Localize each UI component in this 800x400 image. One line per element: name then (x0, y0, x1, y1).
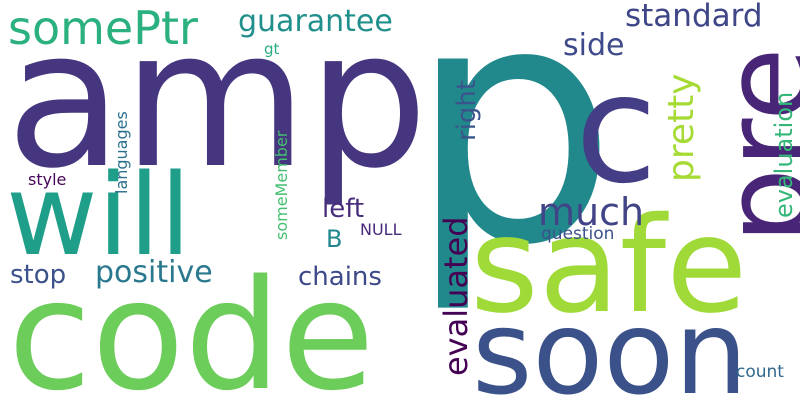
word-right: right (454, 80, 480, 141)
word-languages: languages (114, 111, 130, 194)
word-chains: chains (298, 264, 382, 290)
word-style: style (28, 172, 66, 188)
word-B: B (326, 227, 342, 251)
word-question: question (541, 226, 614, 243)
word-NULL: NULL (360, 222, 402, 238)
word-standard: standard (625, 1, 763, 32)
word-side: side (563, 31, 624, 61)
word-positive: positive (95, 258, 213, 288)
word-stop: stop (10, 262, 66, 288)
word-count: count (736, 364, 784, 381)
word-pretty: pretty (664, 73, 700, 182)
word-soon: soon (472, 296, 748, 400)
word-left: left (322, 196, 364, 222)
word-gt: gt (264, 42, 279, 57)
word-c: c (575, 55, 657, 205)
word-someMember: someMember (274, 131, 290, 240)
word-guarantee: guarantee (238, 7, 393, 37)
word-evaluated: evaluated (440, 216, 472, 376)
word-somePtr: somePtr (8, 5, 198, 51)
word-evaluation: evaluation (772, 92, 796, 218)
